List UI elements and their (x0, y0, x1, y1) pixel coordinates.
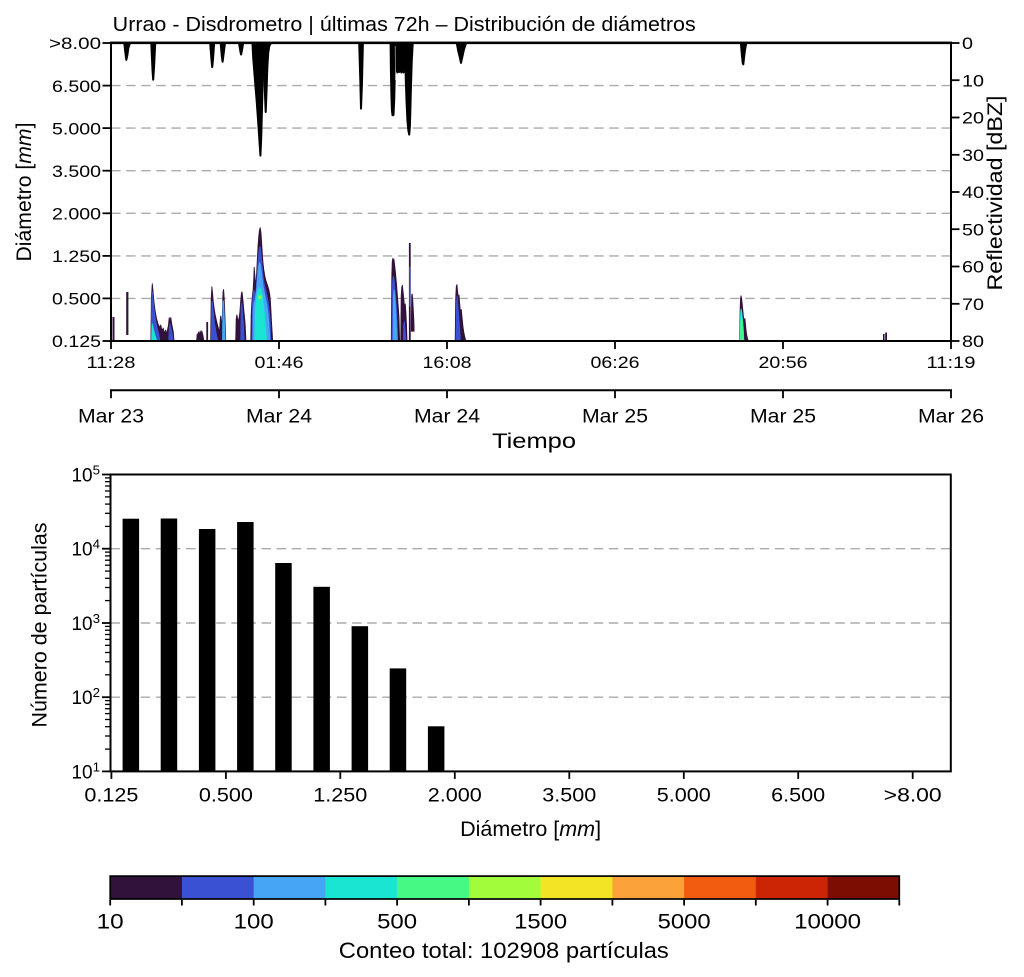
svg-text:Número de partículas: Número de partículas (28, 523, 51, 728)
svg-text:30: 30 (962, 146, 984, 165)
svg-text:Reflectividad [dBZ]: Reflectividad [dBZ] (984, 96, 1007, 291)
svg-text:50: 50 (962, 220, 984, 239)
svg-text:Tiempo: Tiempo (492, 430, 576, 453)
svg-text:01:46: 01:46 (255, 353, 304, 372)
svg-text:Mar 24: Mar 24 (414, 407, 480, 428)
svg-text:Mar 25: Mar 25 (750, 407, 816, 428)
svg-text:10000: 10000 (794, 911, 861, 934)
svg-text:5.000: 5.000 (657, 786, 711, 807)
svg-text:100: 100 (234, 911, 274, 934)
svg-text:Mar 25: Mar 25 (582, 407, 648, 428)
svg-text:20:56: 20:56 (759, 353, 808, 372)
svg-text:1.250: 1.250 (52, 247, 101, 266)
svg-text:Diámetro [mm]: Diámetro [mm] (13, 123, 36, 262)
svg-text:Urrao - Disdrometro | últimas: Urrao - Disdrometro | últimas 72h – Dist… (113, 14, 696, 36)
svg-text:80: 80 (962, 332, 984, 351)
svg-text:3.500: 3.500 (542, 786, 596, 807)
svg-text:Mar 23: Mar 23 (78, 407, 144, 428)
svg-text:3.500: 3.500 (52, 162, 101, 181)
svg-text:1500: 1500 (514, 911, 567, 934)
svg-text:5.000: 5.000 (52, 119, 101, 138)
svg-text:11:19: 11:19 (927, 353, 976, 372)
svg-text:Diámetro [mm]: Diámetro [mm] (460, 818, 601, 841)
svg-text:500: 500 (377, 911, 417, 934)
svg-text:0.125: 0.125 (84, 786, 138, 807)
svg-text:2.000: 2.000 (52, 205, 101, 224)
svg-text:06:26: 06:26 (591, 353, 640, 372)
svg-text:Conteo total: 102908 partícula: Conteo total: 102908 partículas (339, 938, 669, 963)
svg-text:1.250: 1.250 (313, 786, 367, 807)
svg-text:0.125: 0.125 (52, 332, 101, 351)
svg-text:6.500: 6.500 (52, 77, 101, 96)
svg-text:0.500: 0.500 (52, 290, 101, 309)
svg-text:10: 10 (962, 72, 984, 91)
svg-text:5000: 5000 (658, 911, 711, 934)
svg-text:Mar 26: Mar 26 (918, 407, 984, 428)
svg-text:70: 70 (962, 295, 984, 314)
svg-text:0.500: 0.500 (199, 786, 253, 807)
svg-text:16:08: 16:08 (423, 353, 472, 372)
svg-text:2.000: 2.000 (428, 786, 482, 807)
svg-text:Mar 24: Mar 24 (246, 407, 312, 428)
svg-text:>8.00: >8.00 (884, 786, 942, 807)
svg-text:40: 40 (962, 183, 984, 202)
svg-text:10: 10 (97, 911, 124, 934)
svg-text:60: 60 (962, 258, 984, 277)
svg-text:20: 20 (962, 109, 984, 128)
svg-text:>8.00: >8.00 (49, 34, 101, 53)
svg-text:11:28: 11:28 (87, 353, 136, 372)
svg-text:6.500: 6.500 (771, 786, 825, 807)
svg-text:0: 0 (962, 34, 973, 53)
